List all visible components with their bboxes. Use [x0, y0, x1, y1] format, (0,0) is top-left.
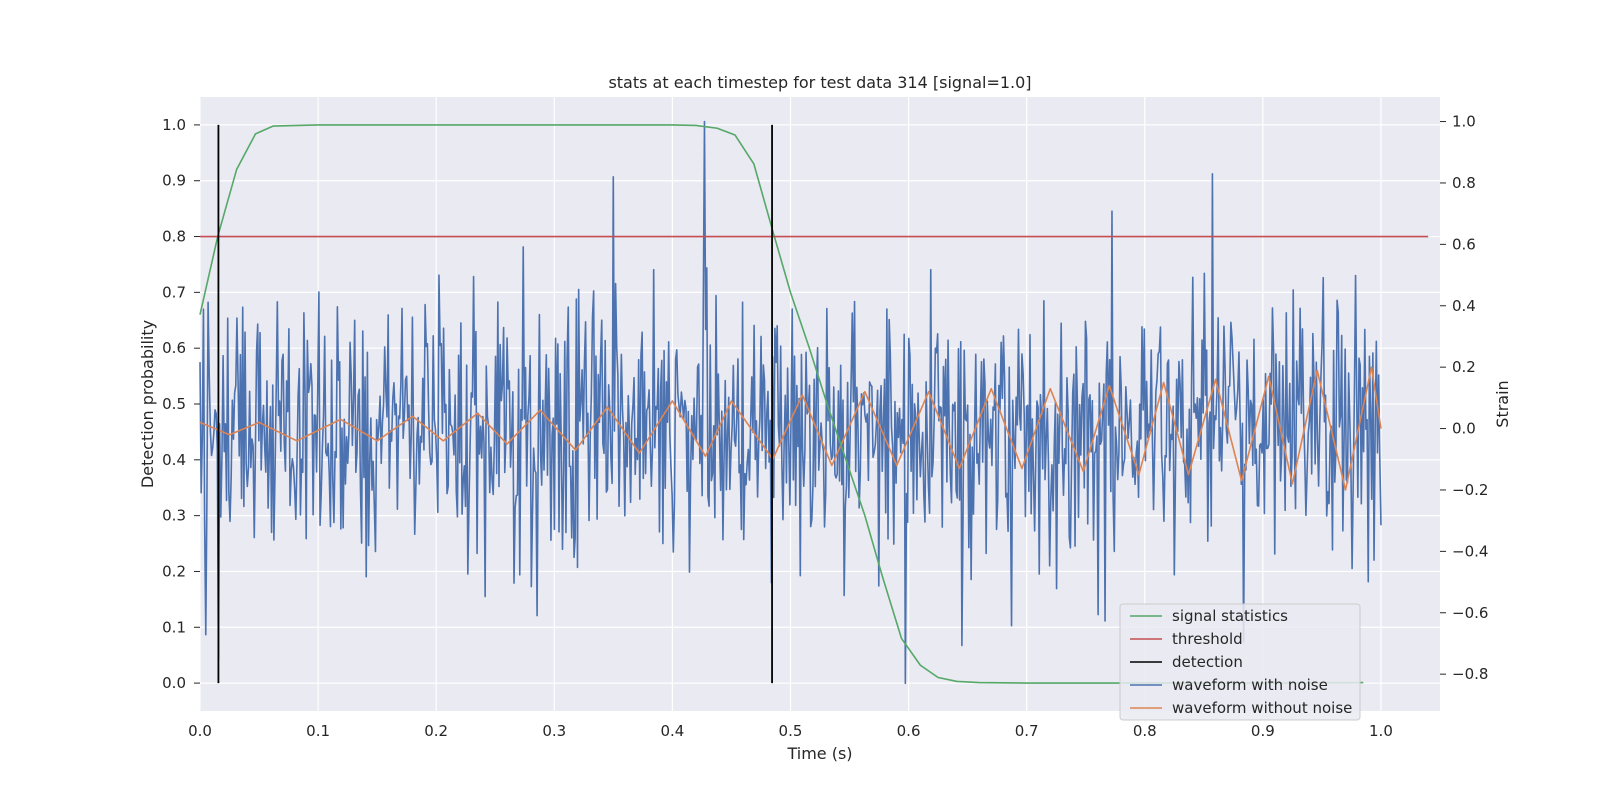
legend-label-detection: detection	[1172, 653, 1243, 671]
y2-tick-label: 0.2	[1452, 358, 1476, 376]
y-tick-label: 0.9	[162, 172, 186, 190]
plot-series	[199, 120, 1429, 685]
x-tick-label: 0.7	[1015, 722, 1039, 740]
x-tick-label: 0.6	[897, 722, 921, 740]
y-axis-label: Detection probability	[138, 320, 157, 488]
legend-label-threshold: threshold	[1172, 630, 1243, 648]
y-tick-label: 0.2	[162, 562, 186, 580]
legend-label-clean: waveform without noise	[1172, 699, 1352, 717]
y-tick-label: 0.8	[162, 228, 186, 246]
y2-tick-label: −0.6	[1452, 604, 1488, 622]
x-tick-label: 0.4	[660, 722, 684, 740]
y-tick-label: 0.3	[162, 507, 186, 525]
x-tick-label: 1.0	[1369, 722, 1393, 740]
y-tick-label: 0.6	[162, 339, 186, 357]
y-tick-label: 0.4	[162, 451, 186, 469]
legend-label-signal: signal statistics	[1172, 607, 1288, 625]
y2-tick-label: 0.8	[1452, 174, 1476, 192]
legend-label-noisy: waveform with noise	[1172, 676, 1328, 694]
y-tick-label: 0.5	[162, 395, 186, 413]
x-tick-label: 0.3	[542, 722, 566, 740]
y2-tick-label: 0.6	[1452, 235, 1476, 253]
y-tick-label: 0.0	[162, 674, 186, 692]
waveform-without-noise-line	[199, 366, 1382, 491]
y-tick-label: 1.0	[162, 116, 186, 134]
x-tick-label: 0.8	[1133, 722, 1157, 740]
y2-tick-label: 0.4	[1452, 297, 1476, 315]
x-tick-label: 0.1	[306, 722, 330, 740]
chart-title: stats at each timestep for test data 314…	[608, 73, 1031, 92]
x-tick-label: 0.0	[188, 722, 212, 740]
right-tick-labels: −0.8 −0.6 −0.4 −0.2 0.0 0.2 0.4 0.6 0.8 1.0	[1440, 113, 1488, 683]
y2-axis-label: Strain	[1493, 380, 1512, 427]
left-tick-labels: 0.0 0.1 0.2 0.3 0.4 0.5 0.6 0.7 0.8 0.9 1.0	[162, 116, 200, 692]
y2-tick-label: −0.8	[1452, 665, 1488, 683]
y2-tick-label: 0.0	[1452, 420, 1476, 438]
legend: signal statistics threshold detection wa…	[1119, 603, 1361, 721]
x-tick-label: 0.2	[424, 722, 448, 740]
x-tick-label: 0.9	[1251, 722, 1275, 740]
x-tick-label: 0.5	[779, 722, 803, 740]
legend-box	[1119, 603, 1361, 721]
y2-tick-label: −0.2	[1452, 481, 1488, 499]
y2-tick-label: 1.0	[1452, 113, 1476, 131]
signal-statistics-line	[199, 124, 1364, 684]
y-tick-label: 0.7	[162, 283, 186, 301]
bottom-tick-labels: 0.0 0.1 0.2 0.3 0.4 0.5 0.6 0.7 0.8 0.9 1.0	[188, 722, 1393, 740]
waveform-with-noise-line	[199, 120, 1382, 685]
y2-tick-label: −0.4	[1452, 542, 1488, 560]
y-tick-label: 0.1	[162, 618, 186, 636]
x-axis-label: Time (s)	[786, 744, 852, 763]
